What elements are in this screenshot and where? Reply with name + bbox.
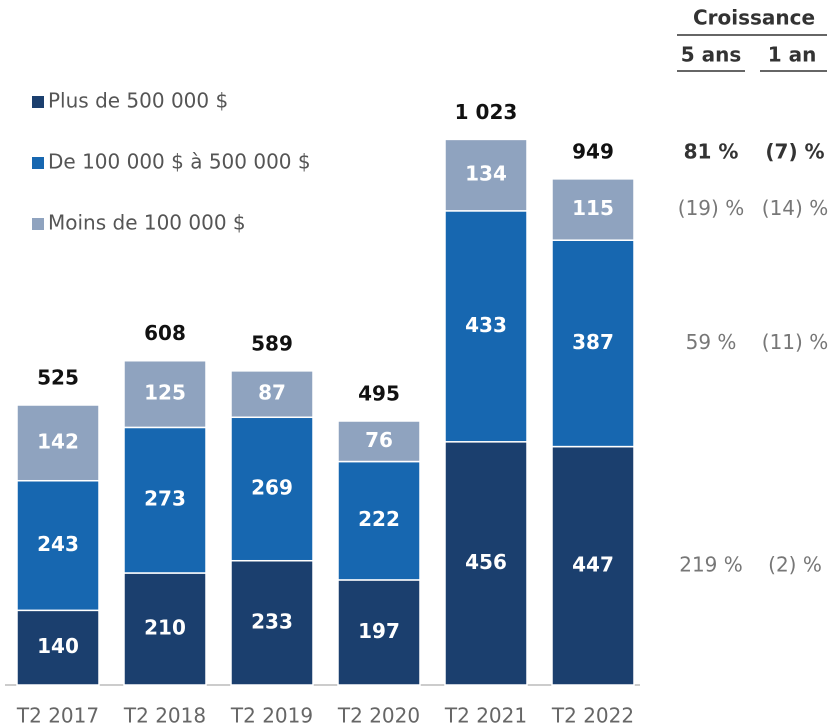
segment-label: 233 [251,609,293,633]
x-tick-label: T2 2017 [16,704,99,728]
segment-label: 134 [465,162,507,186]
growth-value: (7) % [765,139,824,163]
total-label: 949 [572,139,614,163]
segment-label: 87 [258,381,286,405]
legend-swatch [32,96,44,108]
bar-segment [230,559,314,686]
segment-label: 115 [572,196,614,220]
growth-value: (19) % [678,196,744,220]
bar-segment [123,426,207,574]
growth-value: 59 % [686,330,737,354]
x-tick-label: T2 2020 [337,704,420,728]
growth-value: (2) % [768,552,822,576]
growth-value: 81 % [684,139,739,163]
growth-column: 5 ans [681,43,742,67]
bar-segment [551,445,635,686]
segment-label: 243 [37,532,79,556]
x-tick-label: T2 2022 [551,704,634,728]
x-tick-label: T2 2018 [123,704,206,728]
segment-label: 76 [365,428,393,452]
legend-label: Moins de 100 000 $ [48,211,246,235]
total-label: 608 [144,321,186,345]
bar-segment [16,609,100,686]
bar-segment [337,420,421,463]
segment-label: 210 [144,616,186,640]
segment-label: 269 [251,476,293,500]
total-label: 589 [251,331,293,355]
total-label: 1 023 [455,100,518,124]
segment-label: 140 [37,634,79,658]
legend-swatch [32,218,44,230]
segment-label: 447 [572,552,614,576]
legend-label: De 100 000 $ à 500 000 $ [48,150,311,174]
bar-segment [444,138,528,212]
total-label: 495 [358,382,400,406]
bar-segment [16,404,100,482]
bar-segment [337,460,421,581]
bar-segment [444,441,528,686]
growth-value: (11) % [762,330,828,354]
growth-value: 219 % [679,552,743,576]
bar-segment [123,572,207,686]
bar-segment [551,239,635,448]
x-tick-label: T2 2019 [230,704,313,728]
segment-label: 142 [37,429,79,453]
bar-segment [230,416,314,562]
segment-label: 456 [465,550,507,574]
segment-label: 387 [572,330,614,354]
growth-title: Croissance [693,6,815,30]
segment-label: 125 [144,381,186,405]
total-label: 525 [37,366,79,390]
bar-segment [230,370,314,419]
segment-label: 433 [465,313,507,337]
segment-label: 222 [358,507,400,531]
growth-value: (14) % [762,196,828,220]
x-tick-label: T2 2021 [444,704,527,728]
segment-label: 273 [144,487,186,511]
bar-segment [551,178,635,241]
bar-segment [16,479,100,612]
legend-label: Plus de 500 000 $ [48,89,228,113]
bar-segment [123,359,207,429]
segment-label: 197 [358,619,400,643]
growth-column: 1 an [768,43,817,67]
legend-swatch [32,157,44,169]
